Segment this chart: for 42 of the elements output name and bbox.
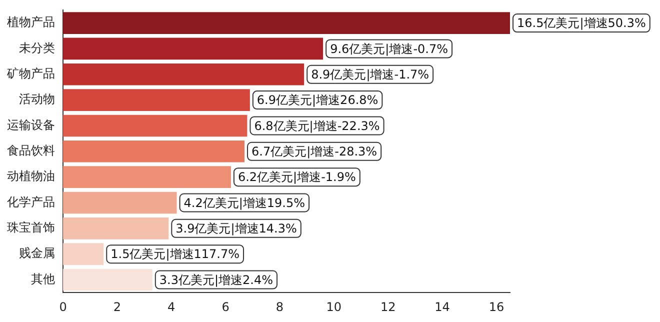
- y-tick-label: 其他: [31, 272, 55, 286]
- data-label: 9.6亿美元|增速-0.7%: [330, 42, 448, 56]
- x-tick-label: 2: [113, 300, 121, 314]
- bar: [63, 38, 324, 60]
- data-label: 16.5亿美元|增速50.3%: [517, 16, 646, 30]
- data-label: 1.5亿美元|增速117.7%: [110, 247, 240, 262]
- x-tick-label: 10: [326, 300, 342, 314]
- bar: [63, 268, 152, 291]
- y-tick-label: 运输设备: [7, 118, 55, 132]
- data-label: 4.2亿美元|增速19.5%: [184, 196, 306, 210]
- y-tick-label: 动植物油: [7, 169, 55, 184]
- bar: [63, 63, 304, 86]
- x-tick-label: 8: [276, 300, 284, 314]
- bar: [63, 166, 231, 188]
- y-tick-label: 植物产品: [7, 15, 55, 30]
- bar: [63, 12, 510, 34]
- data-label: 8.9亿美元|增速-1.7%: [311, 68, 430, 82]
- x-tick-label: 16: [488, 300, 504, 314]
- y-tick-label: 矿物产品: [6, 66, 55, 81]
- data-label: 3.3亿美元|增速2.4%: [159, 272, 274, 287]
- x-tick-label: 14: [434, 300, 450, 314]
- x-tick-label: 0: [59, 300, 67, 314]
- data-label: 6.2亿美元|增速-1.9%: [238, 170, 356, 184]
- y-tick-label: 珠宝首饰: [7, 220, 55, 235]
- y-tick-label: 食品饮料: [7, 144, 55, 158]
- bar: [63, 218, 169, 240]
- y-tick-label: 化学产品: [7, 194, 55, 209]
- data-label: 3.9亿美元|增速14.3%: [176, 222, 297, 236]
- x-tick-label: 4: [168, 300, 176, 314]
- y-tick-label: 活动物: [19, 92, 55, 106]
- bar: [63, 140, 245, 162]
- y-tick-label: 贱金属: [19, 246, 55, 260]
- y-tick-label: 未分类: [19, 40, 55, 55]
- data-label: 6.9亿美元|增速26.8%: [256, 93, 378, 108]
- bar: [63, 243, 104, 265]
- bar: [63, 192, 177, 214]
- bar: [63, 114, 248, 137]
- data-label: 6.7亿美元|增速-28.3%: [252, 144, 378, 159]
- x-tick-label: 6: [222, 300, 230, 314]
- x-tick-label: 12: [380, 300, 396, 314]
- data-label: 6.8亿美元|增速-22.3%: [254, 118, 380, 133]
- bar: [63, 89, 250, 111]
